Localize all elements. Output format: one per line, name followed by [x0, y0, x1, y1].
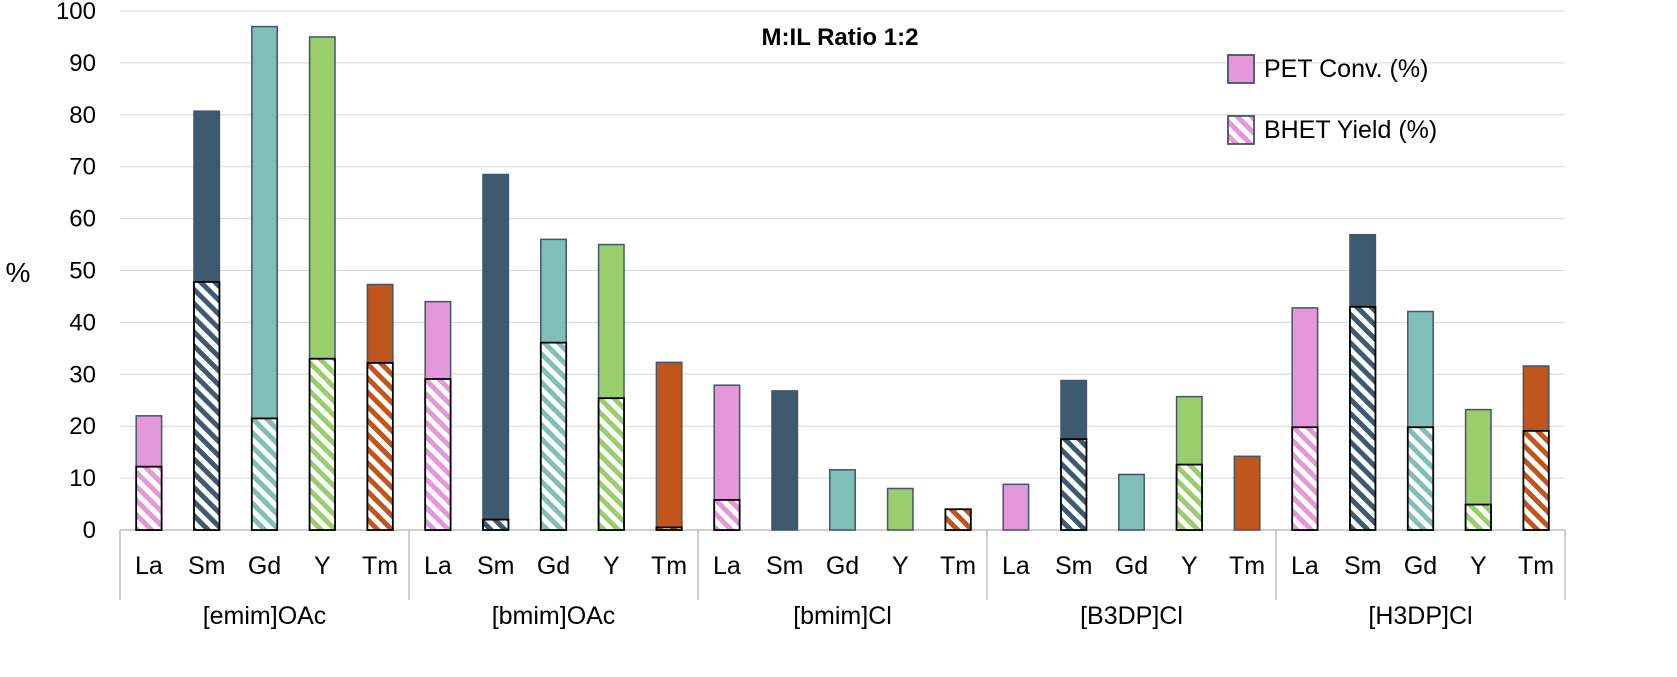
yield-bar-sm [1060, 438, 1088, 531]
conversion-bar-tm [655, 361, 683, 531]
y-tick-label: 40 [69, 309, 96, 336]
yield-bar-la [424, 378, 452, 531]
yield-bar-gd [539, 341, 568, 531]
x-tick-label: Y [603, 552, 620, 580]
yield-bar-gd [250, 417, 279, 531]
legend-swatch-yield [1227, 115, 1255, 145]
yield-bar-sm [1349, 305, 1377, 531]
conversion-bar-tm [1233, 455, 1261, 531]
x-tick-label: La [1002, 552, 1030, 580]
yield-bar-tm [366, 361, 394, 531]
y-tick-label: 50 [69, 258, 96, 285]
conversion-bar-la [1002, 483, 1030, 531]
yield-bar-sm [482, 518, 510, 531]
axes: 0 10 20 30 40 50 60 70 80 90 100 La Sm Gd Y Tm [emim]OAc… [56, 0, 1566, 630]
y-tick-label: 80 [69, 102, 96, 129]
x-tick-label: Gd [248, 552, 281, 580]
yield-bar-la [135, 465, 163, 531]
y-tick-label: 0 [83, 517, 96, 544]
y-axis-label: % [6, 257, 31, 288]
x-tick-label: Tm [1518, 552, 1554, 580]
legend-label: BHET Yield (%) [1264, 116, 1437, 144]
conversion-bar-y [886, 487, 914, 531]
legend-swatch-conversion [1227, 54, 1255, 84]
yield-bar-la [713, 498, 741, 531]
x-tick-label: Sm [1344, 552, 1382, 580]
group-label: [emim]OAc [203, 602, 327, 630]
x-tick-label: Y [892, 552, 909, 580]
yield-bar-y [597, 397, 625, 531]
y-tick-label: 10 [69, 465, 96, 492]
x-tick-label: Y [1181, 552, 1198, 580]
x-tick-label: Gd [1115, 552, 1148, 580]
x-tick-label: Gd [826, 552, 859, 580]
x-tick-label: La [135, 552, 163, 580]
x-tick-label: Gd [1404, 552, 1437, 580]
group-label: [bmim]OAc [492, 602, 616, 630]
yield-bar-y [1464, 503, 1492, 531]
yield-bar-tm [1522, 429, 1550, 531]
conversion-bar-sm [771, 390, 799, 531]
legend: PET Conv. (%) BHET Yield (%) [1227, 54, 1437, 145]
yield-bar-la [1291, 426, 1319, 531]
x-tick-label: Sm [1055, 552, 1093, 580]
legend-label: PET Conv. (%) [1264, 55, 1428, 83]
x-tick-label: Y [314, 552, 331, 580]
group-label: [bmim]Cl [793, 602, 892, 630]
x-tick-label: Sm [188, 552, 226, 580]
x-tick-label: La [424, 552, 452, 580]
y-tick-label: 70 [69, 154, 96, 181]
yield-bar-gd [1406, 426, 1435, 531]
group-label: [B3DP]Cl [1080, 602, 1183, 630]
x-tick-label: Tm [362, 552, 398, 580]
x-tick-label: La [1291, 552, 1319, 580]
yield-bar-sm [193, 281, 221, 531]
x-tick-label: Gd [537, 552, 570, 580]
group-label: [H3DP]Cl [1368, 602, 1472, 630]
y-tick-label: 100 [56, 0, 96, 25]
conversion-bar-gd [829, 469, 856, 531]
y-tick-label: 30 [69, 361, 96, 388]
x-tick-label: Sm [477, 552, 515, 580]
conversion-bar-sm [482, 173, 510, 531]
gridlines [120, 10, 1565, 479]
x-tick-label: Y [1470, 552, 1487, 580]
y-tick-label: 90 [69, 50, 96, 77]
bars [135, 25, 1550, 531]
x-tick-label: Sm [766, 552, 804, 580]
y-tick-label: 60 [69, 206, 96, 233]
x-tick-label: Tm [940, 552, 976, 580]
chart-title: M:IL Ratio 1:2 [762, 24, 919, 51]
conversion-bar-gd [1118, 473, 1145, 531]
yield-bar-y [308, 357, 336, 531]
yield-bar-tm [944, 508, 972, 531]
yield-bar-y [1175, 463, 1203, 531]
x-tick-label: Tm [1229, 552, 1265, 580]
x-tick-label: Tm [651, 552, 687, 580]
yield-bar-tm [655, 526, 683, 531]
x-tick-label: La [713, 552, 741, 580]
y-tick-label: 20 [69, 413, 96, 440]
